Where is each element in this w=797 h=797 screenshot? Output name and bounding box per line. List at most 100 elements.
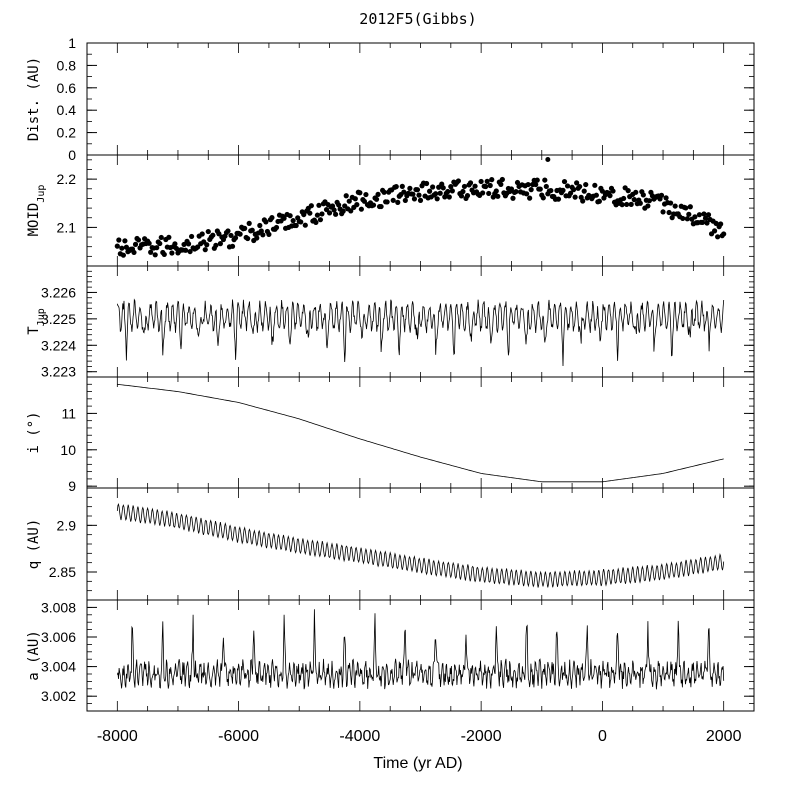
data-point bbox=[489, 177, 495, 183]
y-tick-label-moid: 2.2 bbox=[57, 171, 77, 187]
data-point bbox=[472, 183, 478, 189]
data-point bbox=[581, 188, 587, 194]
data-point bbox=[540, 195, 546, 201]
data-point bbox=[645, 203, 651, 209]
data-point bbox=[242, 225, 248, 231]
data-point bbox=[343, 193, 349, 199]
data-point bbox=[713, 220, 719, 226]
data-point bbox=[329, 203, 336, 209]
data-point bbox=[158, 234, 164, 241]
series-a bbox=[116, 609, 725, 690]
y-tick-label-tjup: 3.223 bbox=[41, 364, 76, 380]
y-tick-label-incl: 11 bbox=[61, 405, 76, 421]
panel-tjup: 3.223 3.224 3.225 3.226 TJup bbox=[26, 265, 755, 380]
panel-frame-dist bbox=[86, 42, 755, 156]
data-point bbox=[668, 200, 674, 206]
data-point bbox=[333, 211, 339, 217]
data-point bbox=[625, 188, 631, 194]
data-point bbox=[461, 183, 468, 190]
data-point bbox=[146, 240, 152, 246]
data-point bbox=[135, 237, 142, 243]
y-tick-label-incl: 9 bbox=[68, 478, 76, 494]
data-point bbox=[381, 189, 387, 195]
y-tick-label-q: 2.85 bbox=[49, 564, 76, 580]
data-point bbox=[628, 201, 634, 207]
series-line bbox=[116, 298, 725, 367]
data-point bbox=[154, 245, 160, 251]
data-point bbox=[704, 220, 710, 226]
data-point bbox=[478, 178, 484, 185]
data-point bbox=[363, 191, 369, 198]
panel-frame-incl bbox=[86, 376, 755, 489]
x-tick-label: 2000 bbox=[706, 728, 742, 745]
series-line bbox=[116, 609, 725, 690]
data-point bbox=[537, 186, 543, 192]
data-point bbox=[266, 231, 272, 237]
data-point bbox=[640, 192, 646, 198]
data-point bbox=[229, 243, 236, 249]
data-point bbox=[331, 207, 337, 213]
data-point bbox=[313, 219, 319, 226]
data-point bbox=[528, 187, 534, 193]
y-tick-label-incl: 10 bbox=[60, 442, 76, 458]
data-point bbox=[683, 205, 689, 211]
data-point bbox=[542, 177, 548, 183]
x-tick-label: -6000 bbox=[218, 728, 259, 745]
data-point bbox=[390, 197, 396, 203]
data-point bbox=[448, 184, 454, 190]
data-point bbox=[204, 242, 210, 248]
data-point bbox=[508, 186, 515, 192]
data-point bbox=[410, 191, 416, 197]
data-point bbox=[525, 181, 531, 188]
data-point bbox=[260, 232, 266, 238]
data-point bbox=[480, 190, 486, 196]
data-point bbox=[414, 187, 421, 193]
data-point bbox=[666, 209, 672, 216]
y-tick-label-tjup: 3.225 bbox=[41, 311, 76, 327]
data-point bbox=[323, 206, 330, 213]
series-moid bbox=[114, 176, 727, 258]
data-point bbox=[217, 241, 223, 247]
x-tick-label: -2000 bbox=[461, 728, 502, 745]
data-point bbox=[352, 196, 358, 202]
data-point bbox=[564, 183, 571, 189]
y-axis-label-dist: Dist. (AU) bbox=[26, 57, 42, 141]
data-point bbox=[202, 247, 208, 253]
data-point bbox=[696, 212, 703, 218]
panel-incl: 9 10 11 i (°) bbox=[26, 376, 755, 494]
data-point bbox=[460, 188, 466, 195]
data-point bbox=[577, 183, 583, 190]
data-point bbox=[572, 194, 578, 200]
data-point bbox=[169, 250, 175, 256]
data-point bbox=[701, 211, 707, 217]
data-point bbox=[301, 211, 307, 218]
y-tick-label-q: 2.9 bbox=[57, 517, 77, 533]
y-axis-label-tjup: TJup bbox=[26, 308, 47, 335]
data-point bbox=[354, 202, 360, 208]
data-point bbox=[308, 203, 314, 209]
data-point bbox=[402, 197, 408, 204]
data-point bbox=[246, 220, 252, 226]
data-point bbox=[718, 221, 724, 227]
data-point bbox=[254, 235, 260, 241]
data-point bbox=[437, 190, 443, 196]
data-point bbox=[216, 231, 222, 237]
data-point bbox=[257, 222, 263, 229]
panel-frame-a bbox=[86, 599, 755, 712]
data-point bbox=[660, 209, 666, 215]
data-point bbox=[199, 231, 205, 237]
data-point bbox=[119, 245, 125, 251]
data-point bbox=[499, 176, 505, 183]
data-point bbox=[548, 187, 554, 194]
data-point bbox=[120, 252, 126, 258]
data-point bbox=[498, 181, 504, 187]
data-point bbox=[560, 187, 566, 193]
data-point bbox=[607, 193, 613, 199]
y-axis-label-incl: i (°) bbox=[26, 411, 42, 453]
panel-dist: 0 0.2 0.4 0.6 0.8 1 Dist. (AU) bbox=[26, 35, 755, 163]
data-point bbox=[287, 213, 293, 219]
y-tick-label-a: 3.008 bbox=[41, 599, 76, 615]
data-point bbox=[680, 215, 686, 222]
data-point bbox=[484, 178, 490, 184]
